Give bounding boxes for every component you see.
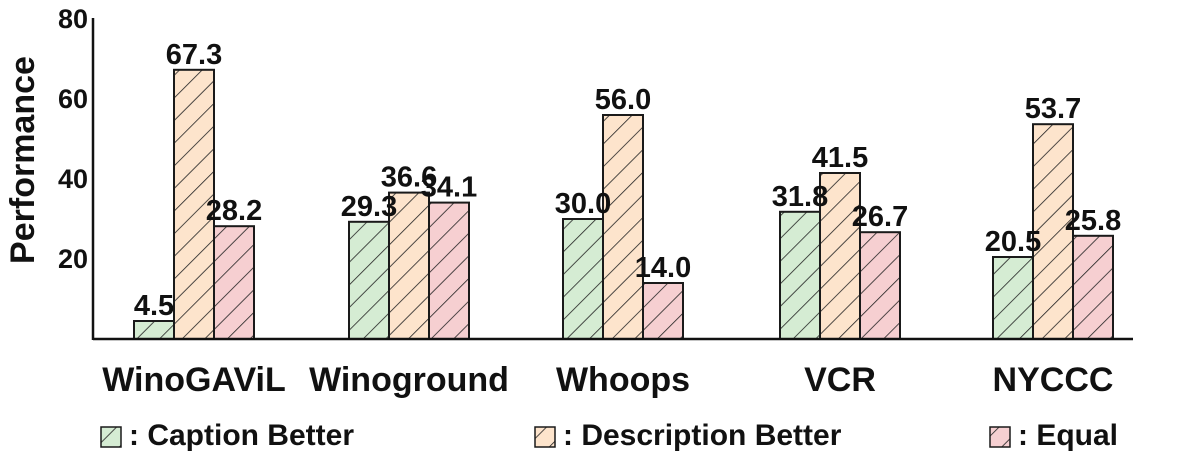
bar	[173, 68, 215, 341]
data-label: 36.6	[381, 162, 437, 194]
data-label: 56.0	[595, 84, 651, 116]
data-label: 20.5	[985, 226, 1041, 258]
value-labels: 4.5 67.3 28.2 29.336.634.1 30.0 56.0 14.0 31.8 4…	[134, 39, 1121, 322]
bar	[213, 225, 255, 340]
legend-item: : Caption Better	[100, 419, 354, 452]
y-axis-title: Performance	[4, 56, 42, 264]
y-axis-ticks: 20 40 60 80	[58, 4, 88, 274]
legend-label: : Description Better	[563, 419, 842, 452]
x-tick-label: Whoops	[556, 361, 690, 399]
bar	[642, 282, 684, 340]
bar	[819, 172, 861, 340]
legend-swatch	[534, 426, 556, 448]
bar	[602, 114, 644, 340]
x-tick-label: VCR	[804, 361, 876, 399]
legend-item: : Equal	[989, 419, 1118, 452]
y-tick-label: 40	[58, 164, 88, 194]
legend-label: : Equal	[1018, 419, 1118, 452]
bar	[348, 220, 390, 340]
bar	[1032, 123, 1074, 340]
category-labels: WinoGAViL Winoground Whoops VCR NYCCC	[102, 361, 1113, 399]
data-label: 41.5	[812, 142, 868, 174]
data-label: 31.8	[772, 181, 828, 213]
data-label: 53.7	[1025, 93, 1081, 125]
legend: : Caption Better : Description Better : Eq…	[100, 419, 1118, 452]
data-label: 25.8	[1065, 205, 1121, 237]
bar	[1072, 234, 1114, 340]
data-label: 26.7	[852, 201, 908, 233]
data-label: 30.0	[555, 188, 611, 220]
data-label: 34.1	[421, 172, 477, 204]
y-tick-label: 20	[58, 244, 88, 274]
data-label: 67.3	[166, 39, 222, 71]
bar	[779, 210, 821, 340]
x-tick-label: NYCCC	[993, 361, 1114, 399]
data-label: 28.2	[206, 195, 262, 227]
bar	[859, 231, 901, 340]
y-tick-label: 80	[58, 4, 88, 34]
bar	[133, 320, 175, 340]
legend-item: : Description Better	[534, 419, 842, 452]
data-label: 4.5	[134, 290, 174, 322]
bar	[992, 256, 1034, 340]
bar	[428, 201, 470, 340]
bar-groups	[133, 68, 1114, 341]
legend-swatch	[989, 426, 1011, 448]
legend-swatch	[100, 426, 122, 448]
data-label: 14.0	[635, 252, 691, 284]
data-label: 29.3	[341, 191, 397, 223]
bar	[562, 218, 604, 340]
x-tick-label: Winoground	[309, 361, 509, 399]
x-tick-label: WinoGAViL	[102, 361, 286, 399]
y-tick-label: 60	[58, 84, 88, 114]
legend-label: : Caption Better	[129, 419, 354, 452]
